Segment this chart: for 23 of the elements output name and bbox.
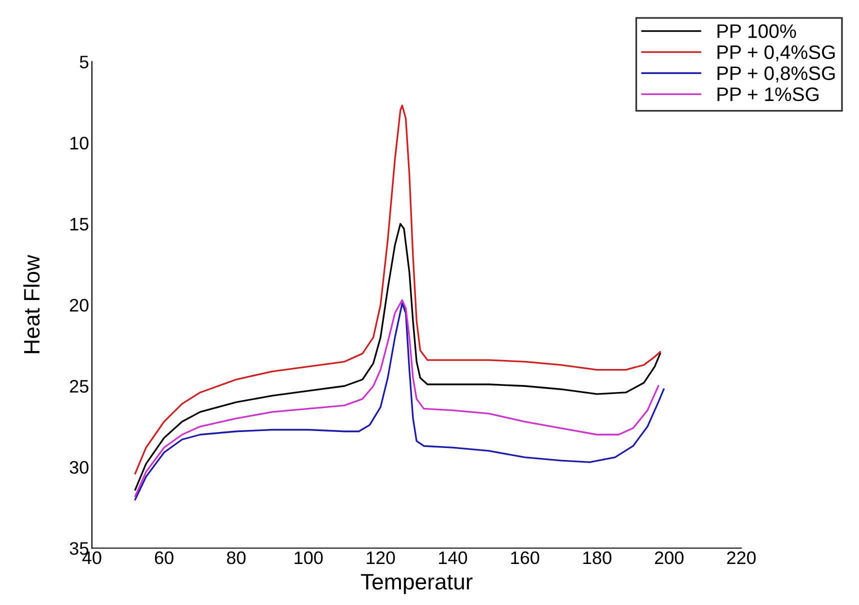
legend-label: PP 100% (718, 24, 796, 38)
y-axis-title: Heat Flow (23, 254, 40, 354)
x-tick-label: 180 (583, 551, 612, 564)
y-tick-label: 30 (70, 460, 88, 474)
x-tick-label: 140 (439, 551, 468, 564)
legend-label: PP + 1%SG (718, 87, 818, 102)
x-tick-label: 160 (511, 551, 540, 564)
line-series (134, 104, 661, 474)
y-tick-label: 10 (70, 136, 88, 150)
x-tick-label: 120 (366, 551, 395, 564)
y-tick-label: 5 (80, 56, 88, 68)
y-tick-label: 15 (70, 218, 88, 231)
x-axis-title: Temperatur (360, 574, 472, 594)
x-tick-label: 220 (727, 551, 756, 564)
x-tick-label: 80 (226, 551, 246, 564)
legend-label: PP + 0,4%SG (718, 45, 835, 62)
x-tick-label: 100 (294, 551, 323, 564)
legend-label: PP + 0,8%SG (718, 66, 835, 82)
x-tick-label: 60 (154, 551, 174, 564)
y-tick-label: 20 (70, 298, 88, 312)
x-tick-label: 200 (655, 551, 684, 564)
y-tick-label: 25 (70, 380, 88, 393)
line-series (134, 223, 661, 491)
